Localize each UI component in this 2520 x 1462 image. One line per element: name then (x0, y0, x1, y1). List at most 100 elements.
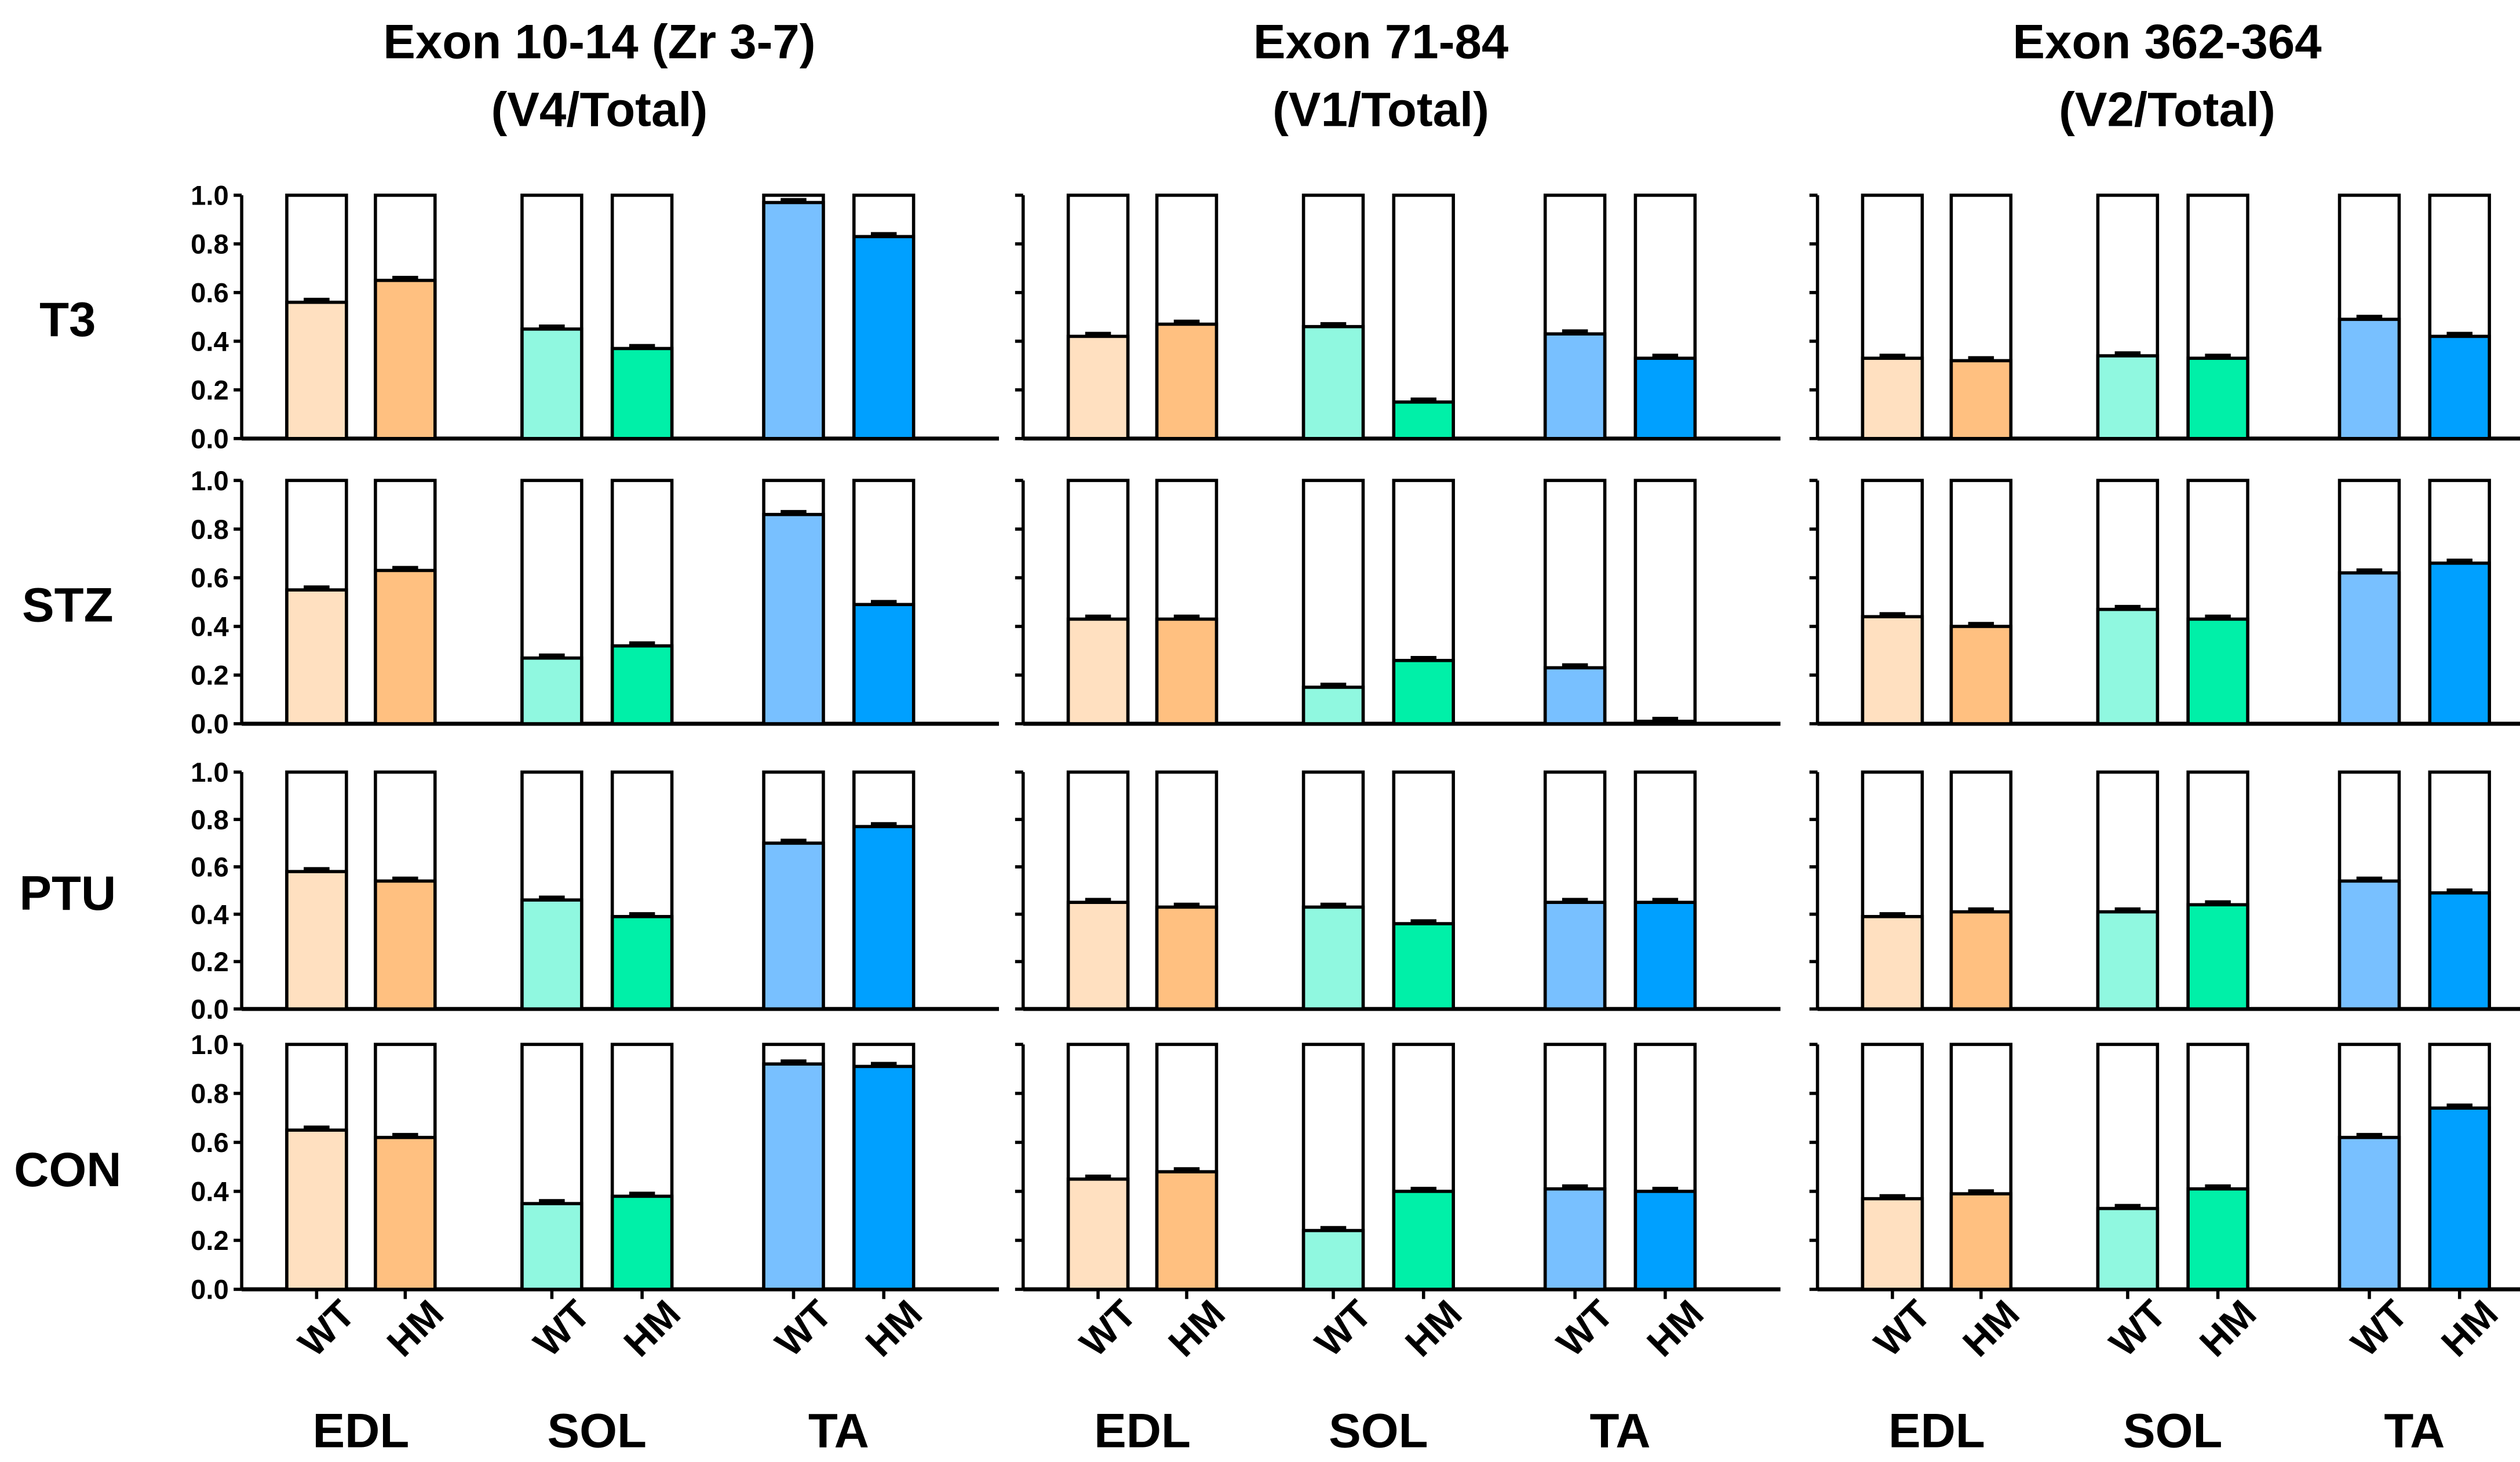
bar-hm-sol (610, 914, 674, 1011)
bar-wt-edl (1861, 914, 1924, 1011)
group-label: TA (808, 1403, 869, 1458)
bar-wt-edl (1066, 1177, 1130, 1291)
x-tick-label: HM (1161, 1292, 1234, 1365)
bar-hm-edl (1155, 905, 1219, 1011)
bar-wt-ta (762, 513, 825, 725)
bar-wt-sol (1301, 1228, 1365, 1291)
bar-wt-ta (2337, 318, 2401, 440)
bar-wt-ta (762, 1062, 825, 1291)
group-label: EDL (312, 1403, 409, 1458)
bar-hm-edl (1949, 1192, 2013, 1291)
bar-hm-sol (2186, 903, 2249, 1011)
y-tick-label: 0.8 (191, 1079, 229, 1110)
y-tick-label: 1.0 (191, 757, 229, 788)
x-tick-label: WT (767, 1292, 840, 1365)
bar-hm-edl (1949, 910, 2013, 1011)
bar-hm-edl (1949, 625, 2013, 725)
bar-wt-sol (1301, 905, 1365, 1011)
bar-wt-edl (285, 1128, 348, 1291)
bar-wt-ta (2337, 879, 2401, 1011)
y-tick-label: 0.0 (191, 994, 229, 1025)
bar-hm-sol (610, 644, 674, 725)
y-tick-label: 0.4 (191, 612, 229, 643)
x-tick-label: HM (1639, 1292, 1712, 1365)
x-tick-label: WT (1072, 1292, 1145, 1365)
bar-wt-sol (2096, 1206, 2160, 1291)
bar-wt-ta (1543, 666, 1607, 725)
bar-hm-ta (2428, 1106, 2491, 1291)
y-tick-label: 0.6 (191, 1128, 229, 1158)
bar-hm-sol (1392, 922, 1455, 1011)
bar-hm-ta (852, 235, 916, 440)
x-tick-label: WT (1307, 1292, 1380, 1365)
x-tick-label: WT (526, 1292, 599, 1365)
bar-hm-ta (2428, 562, 2491, 725)
bar-hm-ta (852, 825, 916, 1011)
y-tick-label: 0.6 (191, 278, 229, 309)
y-tick-label: 0.2 (191, 661, 229, 691)
bar-wt-edl (1861, 356, 1924, 440)
bar-hm-sol (1392, 400, 1455, 440)
bar-wt-edl (1066, 900, 1130, 1011)
y-tick-label: 0.4 (191, 899, 229, 930)
bar-wt-edl (285, 870, 348, 1011)
bar-hm-ta (852, 1064, 916, 1291)
bar-hm-sol (2186, 1187, 2249, 1291)
bar-hm-ta (2428, 334, 2491, 440)
y-tick-label: 0.4 (191, 1177, 229, 1208)
panel-title: Exon 362-364 (2012, 14, 2321, 69)
bar-hm-edl (374, 279, 437, 440)
row-label: CON (14, 1142, 121, 1197)
y-tick-label: 1.0 (191, 466, 229, 497)
group-label: SOL (2123, 1403, 2222, 1458)
bar-hm-edl (1155, 1170, 1219, 1291)
x-tick-label: WT (290, 1292, 363, 1365)
row-label: T3 (39, 292, 96, 347)
bar-wt-edl (1066, 617, 1130, 725)
group-label: EDL (1094, 1403, 1191, 1458)
bar-wt-sol (520, 327, 583, 440)
y-tick-label: 0.2 (191, 375, 229, 406)
bar-wt-ta (2337, 571, 2401, 725)
bar-wt-edl (285, 588, 348, 725)
y-tick-label: 0.4 (191, 327, 229, 358)
bar-hm-ta (852, 603, 916, 725)
bar-wt-ta (2337, 1136, 2401, 1291)
bar-hm-ta (1633, 720, 1697, 725)
bar-hm-ta (1633, 900, 1697, 1011)
bar-wt-edl (1861, 1197, 1924, 1291)
x-tick-label: HM (1955, 1292, 2028, 1365)
x-tick-label: WT (1866, 1292, 1939, 1365)
bar-hm-edl (1155, 617, 1219, 725)
y-tick-label: 0.8 (191, 805, 229, 836)
y-tick-label: 0.0 (191, 424, 229, 454)
x-tick-label: HM (2434, 1292, 2507, 1365)
x-tick-label: HM (379, 1292, 452, 1365)
panel-subtitle: (V4/Total) (491, 82, 708, 136)
x-tick-label: HM (858, 1292, 931, 1365)
bar-wt-edl (285, 300, 348, 440)
y-tick-label: 0.2 (191, 1226, 229, 1256)
bar-hm-edl (1949, 359, 2013, 440)
bar-wt-ta (762, 841, 825, 1011)
bar-hm-edl (374, 1136, 437, 1291)
bar-wt-ta (1543, 900, 1607, 1011)
bar-wt-sol (520, 656, 583, 725)
bar-wt-ta (762, 200, 825, 440)
bar-hm-sol (2186, 617, 2249, 725)
bar-wt-ta (1543, 1187, 1607, 1291)
bar-wt-sol (520, 898, 583, 1011)
x-tick-label: WT (2102, 1292, 2175, 1365)
y-tick-label: 0.8 (191, 229, 229, 260)
bar-wt-edl (1861, 615, 1924, 725)
panel-title: Exon 71-84 (1253, 14, 1508, 69)
y-tick-label: 1.0 (191, 181, 229, 212)
bar-hm-edl (374, 879, 437, 1011)
y-tick-label: 0.6 (191, 852, 229, 883)
bar-wt-edl (1066, 334, 1130, 440)
row-label: STZ (22, 577, 114, 632)
bar-hm-sol (610, 347, 674, 440)
group-label: TA (2384, 1403, 2445, 1458)
bar-hm-sol (1392, 659, 1455, 725)
